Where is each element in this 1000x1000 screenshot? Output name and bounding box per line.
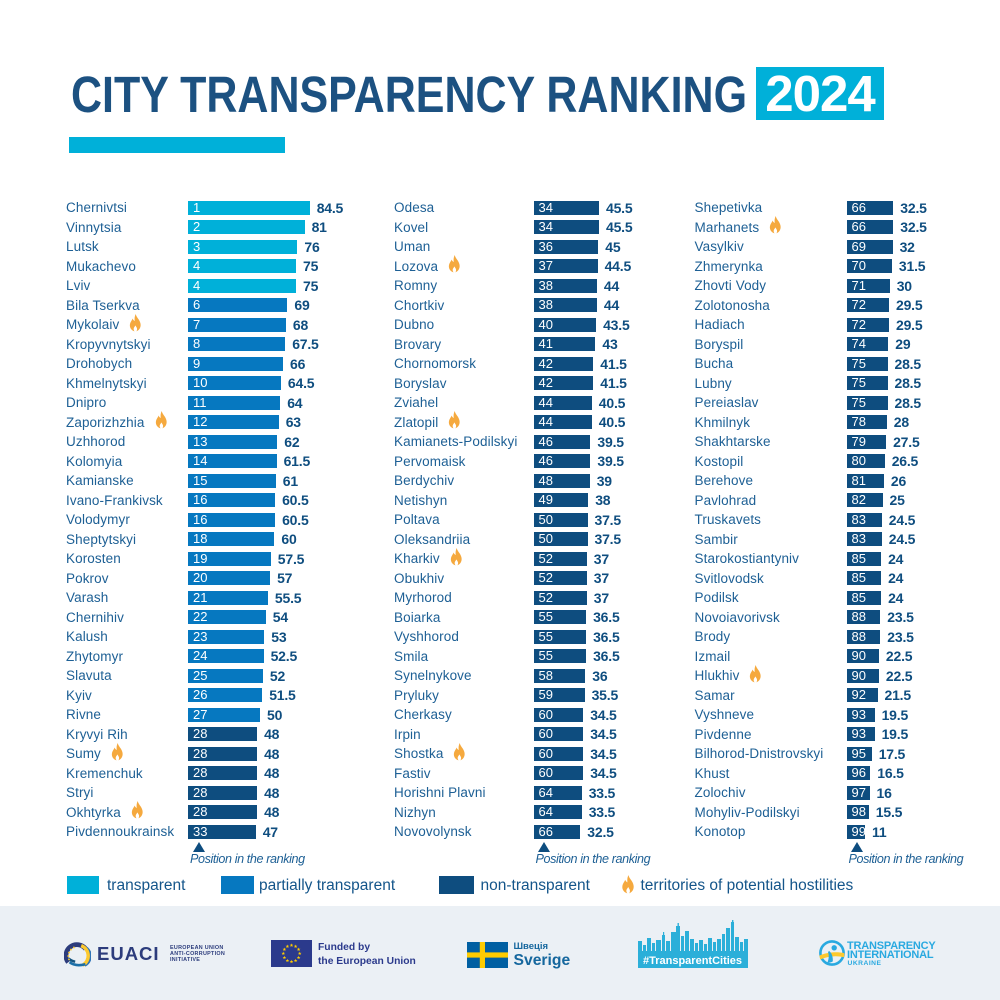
svg-text:#TransparentCities: #TransparentCities [643,955,742,967]
